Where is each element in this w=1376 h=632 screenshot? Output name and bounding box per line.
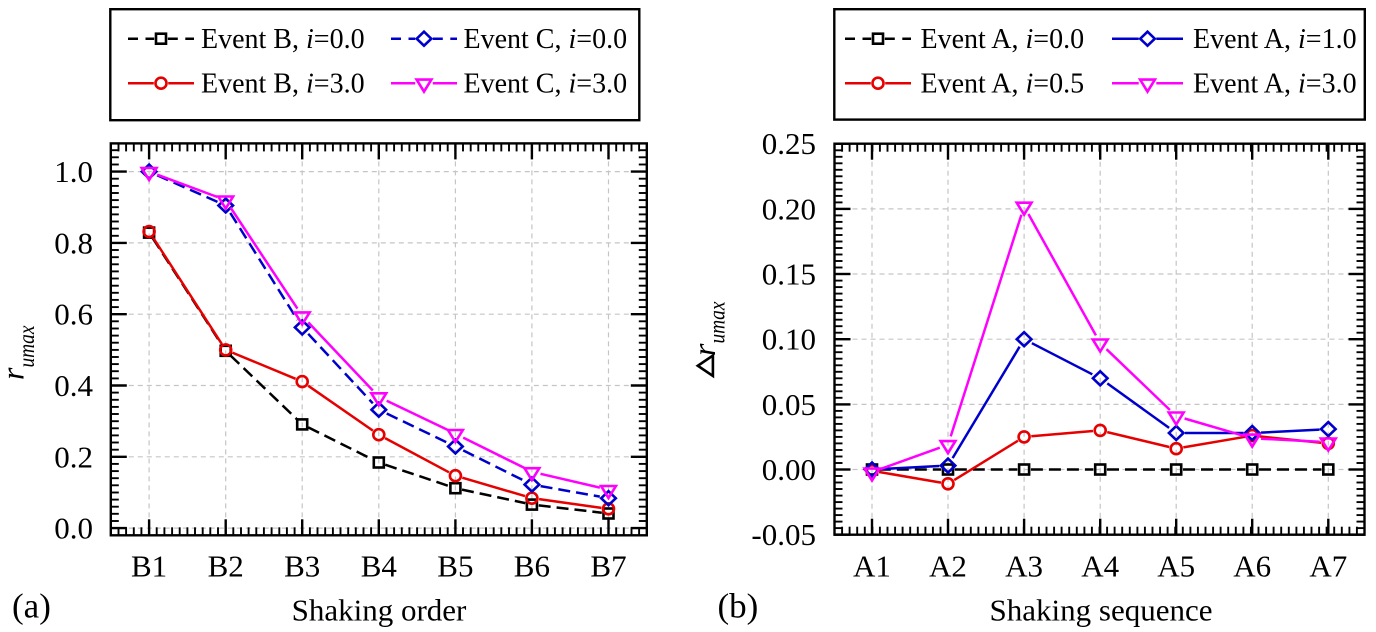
svg-text:Event B, i=3.0: Event B, i=3.0 <box>201 69 365 100</box>
svg-text:rumax: rumax <box>0 325 39 380</box>
svg-text:0.20: 0.20 <box>762 191 816 226</box>
svg-text:0.10: 0.10 <box>762 322 816 357</box>
svg-text:Event A, i=3.0: Event A, i=3.0 <box>1193 69 1357 100</box>
svg-text:B2: B2 <box>208 549 244 584</box>
svg-text:1.0: 1.0 <box>54 154 93 189</box>
svg-text:0.05: 0.05 <box>762 387 816 422</box>
svg-text:0.25: 0.25 <box>762 126 816 161</box>
svg-text:A3: A3 <box>1005 549 1043 584</box>
svg-text:A7: A7 <box>1309 549 1347 584</box>
svg-text:B7: B7 <box>590 549 626 584</box>
svg-text:Event C, i=3.0: Event C, i=3.0 <box>464 69 628 100</box>
svg-text:A1: A1 <box>853 549 891 584</box>
svg-text:Event A, i=0.5: Event A, i=0.5 <box>921 69 1085 100</box>
svg-text:Shaking order: Shaking order <box>292 593 467 628</box>
svg-text:0.00: 0.00 <box>762 452 816 487</box>
svg-text:0.6: 0.6 <box>54 297 93 332</box>
svg-text:Event C, i=0.0: Event C, i=0.0 <box>464 24 628 55</box>
svg-text:(b): (b) <box>718 587 759 626</box>
svg-text:Event B, i=0.0: Event B, i=0.0 <box>201 24 365 55</box>
svg-text:0.2: 0.2 <box>54 439 93 474</box>
svg-text:A5: A5 <box>1157 549 1195 584</box>
svg-text:0.4: 0.4 <box>54 368 93 403</box>
svg-text:(a): (a) <box>12 587 51 626</box>
svg-text:-0.05: -0.05 <box>751 517 816 552</box>
svg-text:B5: B5 <box>437 549 473 584</box>
svg-text:B1: B1 <box>131 549 167 584</box>
svg-text:A2: A2 <box>929 549 967 584</box>
svg-text:Event A, i=1.0: Event A, i=1.0 <box>1193 24 1357 55</box>
svg-text:Event A, i=0.0: Event A, i=0.0 <box>921 24 1085 55</box>
svg-text:rumax: rumax <box>686 301 730 356</box>
svg-text:0.8: 0.8 <box>54 225 93 260</box>
svg-text:B3: B3 <box>284 549 320 584</box>
svg-text:Shaking sequence: Shaking sequence <box>990 593 1213 628</box>
svg-text:B6: B6 <box>514 549 550 584</box>
svg-text:A4: A4 <box>1081 549 1119 584</box>
svg-text:B4: B4 <box>361 549 398 584</box>
svg-text:0.15: 0.15 <box>762 257 816 292</box>
svg-text:0.0: 0.0 <box>54 511 93 546</box>
svg-text:A6: A6 <box>1233 549 1271 584</box>
